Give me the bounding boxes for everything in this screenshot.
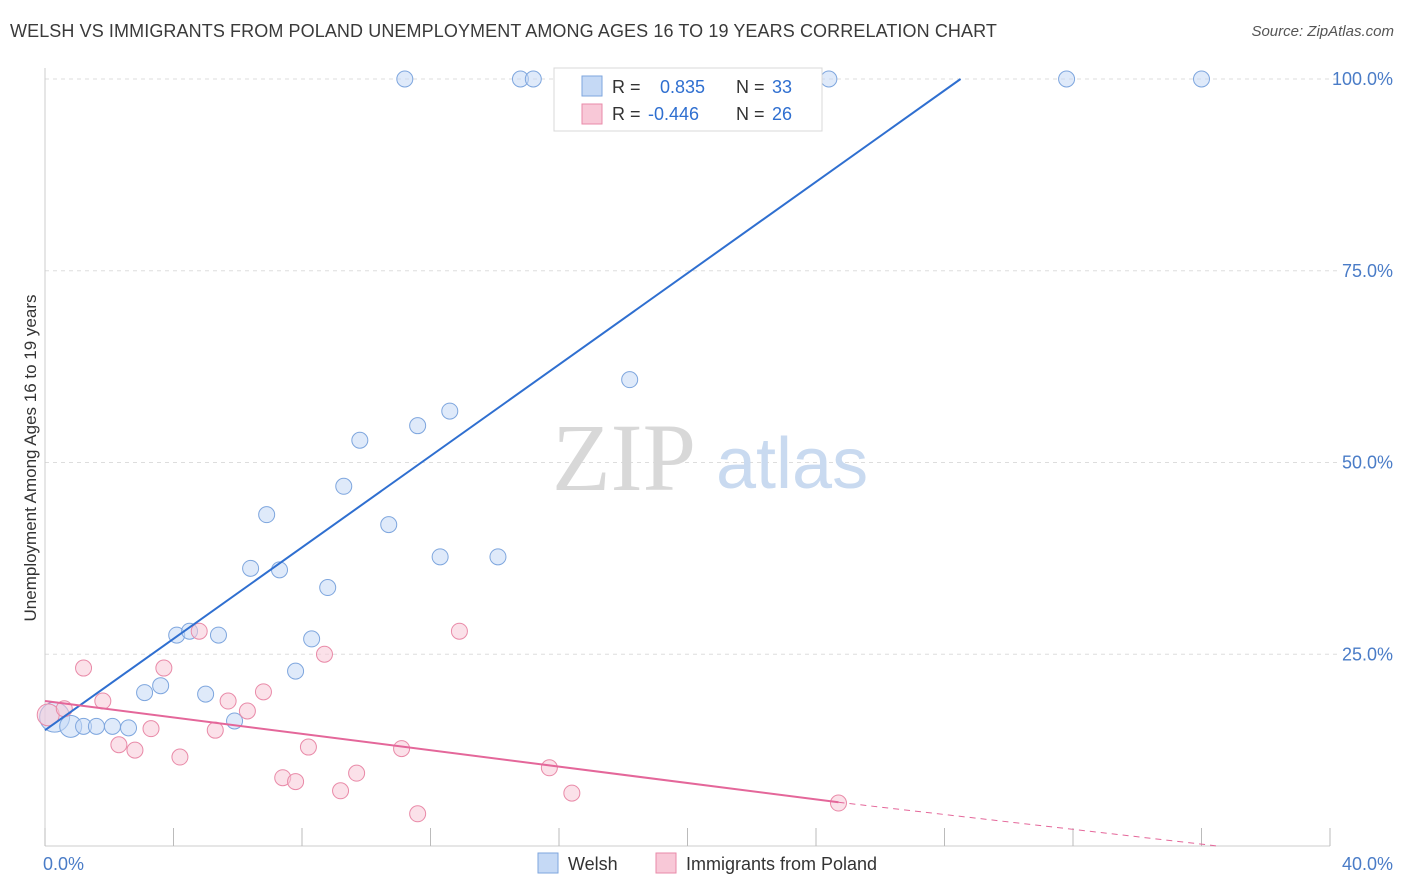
watermark-atlas: atlas: [716, 424, 868, 504]
poland-point: [315, 645, 333, 663]
poland-point: [171, 748, 189, 766]
poland-point: [254, 683, 272, 701]
poland-point: [450, 622, 468, 640]
poland-point: [110, 736, 128, 754]
welsh-point: [209, 626, 227, 644]
welsh-point: [152, 677, 170, 695]
x-tick-label: 0.0%: [43, 854, 84, 874]
welsh-point: [396, 70, 414, 88]
series-legend: Welsh Immigrants from Poland: [537, 852, 877, 874]
poland-point: [238, 702, 256, 720]
welsh-point: [409, 417, 427, 435]
welsh-point: [621, 371, 639, 389]
stats-n-value-welsh: 33: [772, 77, 792, 97]
poland-point: [332, 782, 350, 800]
welsh-point: [258, 506, 276, 524]
welsh-point: [242, 559, 260, 577]
stats-swatch-welsh: [581, 75, 603, 97]
welsh-point: [351, 431, 369, 449]
welsh-point: [1193, 70, 1210, 88]
poland-point: [155, 659, 173, 677]
welsh-trend-line: [44, 78, 962, 731]
poland-trend-line: [44, 700, 839, 804]
watermark: ZIP atlas: [552, 404, 868, 511]
poland-point: [287, 773, 305, 791]
stats-r-value-poland: -0.446: [648, 104, 699, 124]
trend-lines: [44, 78, 1218, 847]
welsh-point: [820, 70, 838, 88]
welsh-point: [441, 402, 459, 420]
stats-r-value-welsh: 0.835: [660, 77, 705, 97]
poland-trend-extension: [838, 801, 1218, 847]
poland-point: [348, 764, 366, 782]
legend-label-poland: Immigrants from Poland: [686, 854, 877, 874]
stats-n-label-poland: N =: [736, 104, 765, 124]
y-tick-label: 75.0%: [1342, 261, 1393, 281]
watermark-zip: ZIP: [552, 404, 696, 511]
tick-labels: 25.0% 50.0% 75.0% 100.0% 0.0% 40.0%: [43, 69, 1393, 874]
poland-point: [206, 721, 224, 739]
welsh-point: [335, 477, 353, 495]
poland-point: [75, 659, 93, 677]
source-label: Source: ZipAtlas.com: [1251, 23, 1394, 40]
welsh-point: [380, 516, 398, 534]
stats-n-value-poland: 26: [772, 104, 792, 124]
welsh-point: [1058, 70, 1076, 88]
welsh-point: [120, 719, 138, 737]
welsh-point: [489, 548, 507, 566]
welsh-point: [87, 717, 105, 735]
welsh-point: [303, 630, 321, 648]
welsh-point: [319, 579, 337, 597]
welsh-point: [524, 70, 542, 88]
legend-swatch-poland: [655, 852, 677, 874]
chart-title: WELSH VS IMMIGRANTS FROM POLAND UNEMPLOY…: [10, 21, 998, 41]
poland-point: [563, 784, 581, 802]
legend-swatch-welsh: [537, 852, 559, 874]
welsh-point: [197, 685, 215, 703]
poland-point: [393, 740, 411, 758]
y-tick-label: 100.0%: [1332, 69, 1393, 89]
stats-r-label-poland: R =: [612, 104, 641, 124]
welsh-point: [431, 548, 449, 566]
data-points: [36, 70, 1210, 823]
y-tick-label: 50.0%: [1342, 453, 1393, 473]
welsh-point: [103, 717, 121, 735]
stats-r-label-welsh: R =: [612, 77, 641, 97]
stats-swatch-poland: [581, 103, 603, 125]
poland-point: [829, 794, 847, 812]
poland-point: [299, 738, 317, 756]
poland-point: [190, 622, 208, 640]
poland-point: [219, 692, 237, 710]
grid-lines: [45, 78, 1340, 655]
welsh-point: [287, 662, 305, 680]
poland-point: [409, 805, 427, 823]
stats-n-label-welsh: N =: [736, 77, 765, 97]
welsh-point: [136, 684, 154, 702]
legend-label-welsh: Welsh: [568, 854, 618, 874]
y-tick-label: 25.0%: [1342, 644, 1393, 664]
poland-point: [142, 720, 160, 738]
y-axis-title: Unemployment Among Ages 16 to 19 years: [21, 295, 40, 622]
x-tick-label: 40.0%: [1342, 854, 1393, 874]
poland-point: [126, 741, 144, 759]
poland-point: [94, 692, 112, 710]
stats-legend: R = 0.835 N = 33 R = -0.446 N = 26: [553, 67, 823, 132]
poland-point: [540, 759, 558, 777]
